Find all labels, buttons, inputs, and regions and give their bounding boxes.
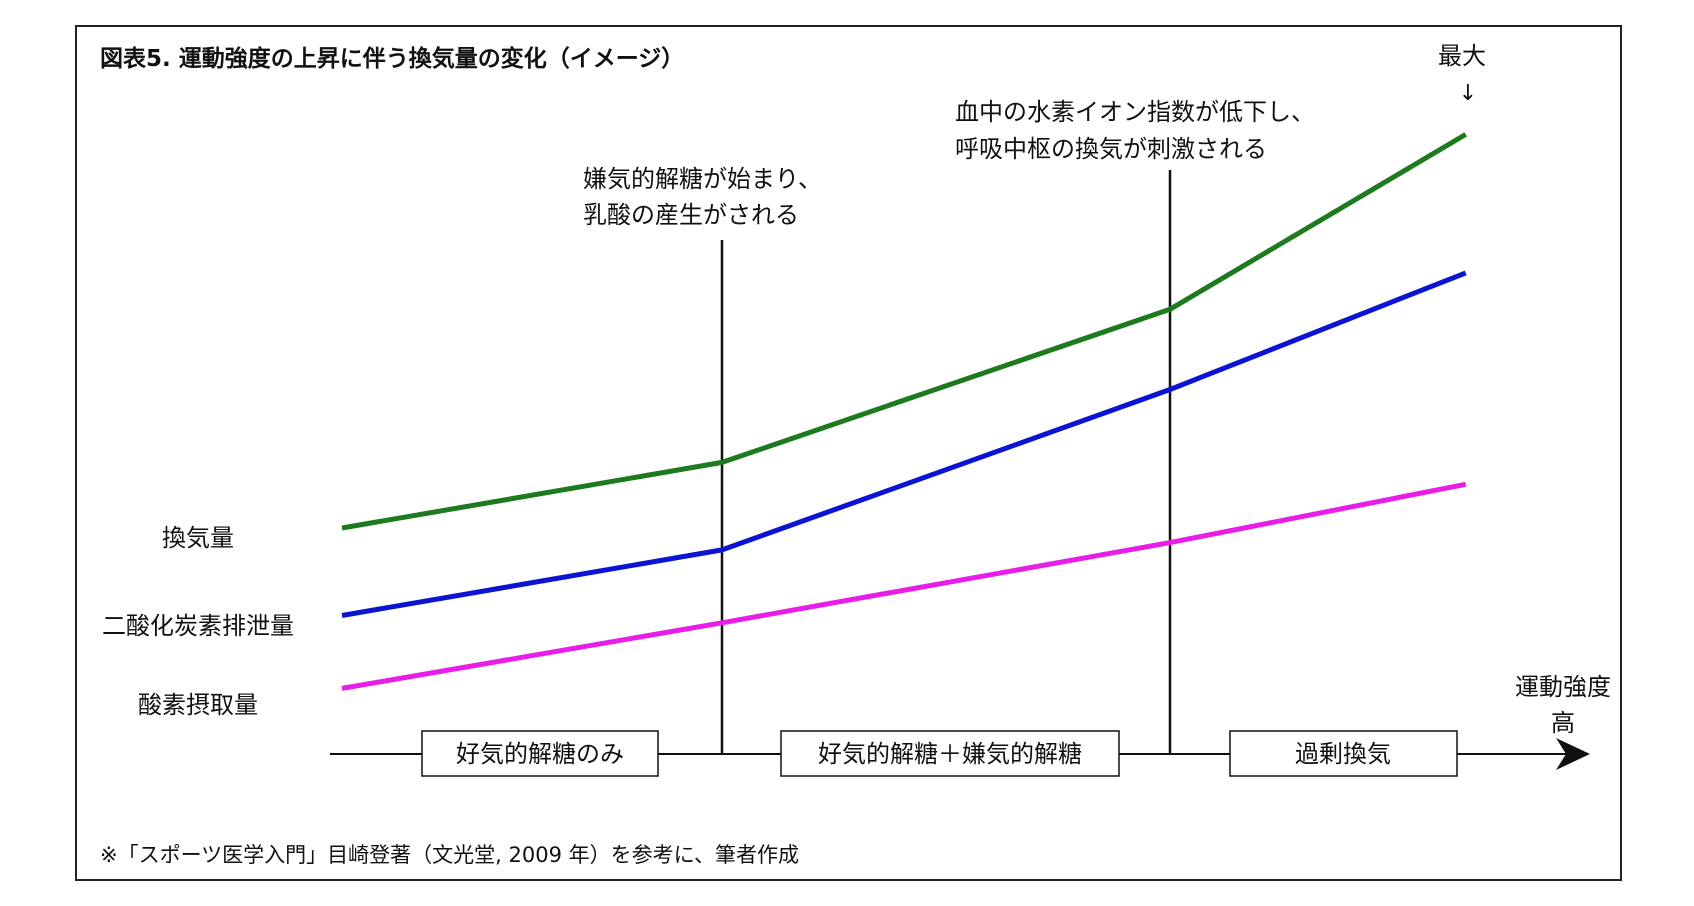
max-arrow: ↓ [1459, 81, 1477, 106]
phase-box-hyperventilation [1229, 730, 1458, 777]
phase-label-mixed: 好気的解糖＋嫌気的解糖 [818, 740, 1082, 768]
phase-label-hyperventilation: 過剰換気 [1295, 740, 1391, 768]
series-label-ventilation: 換気量 [162, 524, 234, 552]
series-layer [341, 132, 1467, 691]
x-axis-label-line1: 運動強度 [1515, 673, 1611, 701]
series-label-o2: 酸素摂取量 [138, 691, 258, 719]
chart-title: 図表5. 運動強度の上昇に伴う換気量の変化（イメージ） [100, 45, 684, 72]
phase-box-aerobic [421, 730, 659, 777]
series-line-co2 [341, 270, 1467, 618]
annotation-2-line1: 血中の水素イオン指数が低下し、 [955, 98, 1315, 126]
annotation-2-line2: 呼吸中枢の換気が刺激される [955, 135, 1267, 163]
x-axis-arrowhead [1556, 738, 1590, 770]
annotation-1-line1: 嫌気的解糖が始まり、 [583, 165, 822, 193]
x-axis-label-line2: 高 [1551, 709, 1575, 737]
series-label-co2: 二酸化炭素排泄量 [102, 612, 294, 640]
series-line-ventilation [341, 132, 1467, 531]
max-label: 最大 [1438, 42, 1486, 70]
series-line-o2 [341, 481, 1467, 691]
phase-label-aerobic: 好気的解糖のみ [456, 740, 624, 768]
phase-box-mixed [780, 730, 1120, 777]
annotation-1-line2: 乳酸の産生がされる [583, 201, 799, 229]
footnote: ※「スポーツ医学入門」目崎登著（文光堂, 2009 年）を参考に、筆者作成 [100, 843, 799, 867]
figure-frame [75, 25, 1622, 881]
